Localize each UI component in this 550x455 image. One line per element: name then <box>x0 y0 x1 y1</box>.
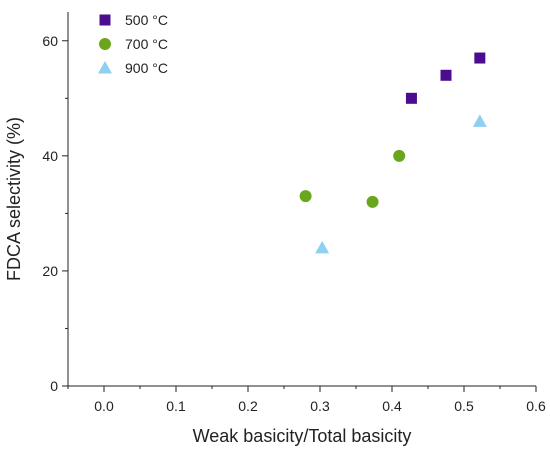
legend-label: 900 °C <box>125 60 168 76</box>
y-tick-label: 60 <box>42 33 58 49</box>
data-points <box>299 52 487 254</box>
legend-marker <box>99 14 111 26</box>
legend-label: 500 °C <box>125 12 168 28</box>
x-tick-label: 0.6 <box>526 398 546 414</box>
data-point <box>405 92 417 104</box>
y-tick-label: 40 <box>42 148 58 164</box>
legend-label: 700 °C <box>125 36 168 52</box>
x-tick-label: 0.4 <box>382 398 402 414</box>
data-point <box>393 149 406 162</box>
x-tick-label: 0.3 <box>310 398 330 414</box>
x-axis-title: Weak basicity/Total basicity <box>193 426 412 446</box>
y-tick-label: 0 <box>50 378 58 394</box>
x-tick-label: 0.2 <box>238 398 258 414</box>
legend: 500 °C 700 °C 900 °C <box>98 12 168 76</box>
data-point <box>440 69 452 81</box>
x-tick-label: 0.0 <box>94 398 114 414</box>
data-point <box>299 190 312 203</box>
axes <box>67 12 536 387</box>
legend-marker <box>98 61 112 74</box>
data-point <box>472 114 487 127</box>
data-point <box>366 195 379 208</box>
y-tick-label: 20 <box>42 263 58 279</box>
series-circle <box>299 149 406 208</box>
x-tick-label: 0.1 <box>166 398 186 414</box>
series-triangle <box>315 114 487 254</box>
data-point <box>315 240 330 254</box>
series-square <box>405 52 486 104</box>
x-tick-label: 0.5 <box>454 398 474 414</box>
ticks: 0.0 0.1 0.2 0.3 0.4 0.5 0.6 0 20 40 60 <box>42 33 546 414</box>
legend-marker <box>99 38 111 50</box>
y-axis-title: FDCA selectivity (%) <box>4 117 24 281</box>
data-point <box>474 52 486 64</box>
